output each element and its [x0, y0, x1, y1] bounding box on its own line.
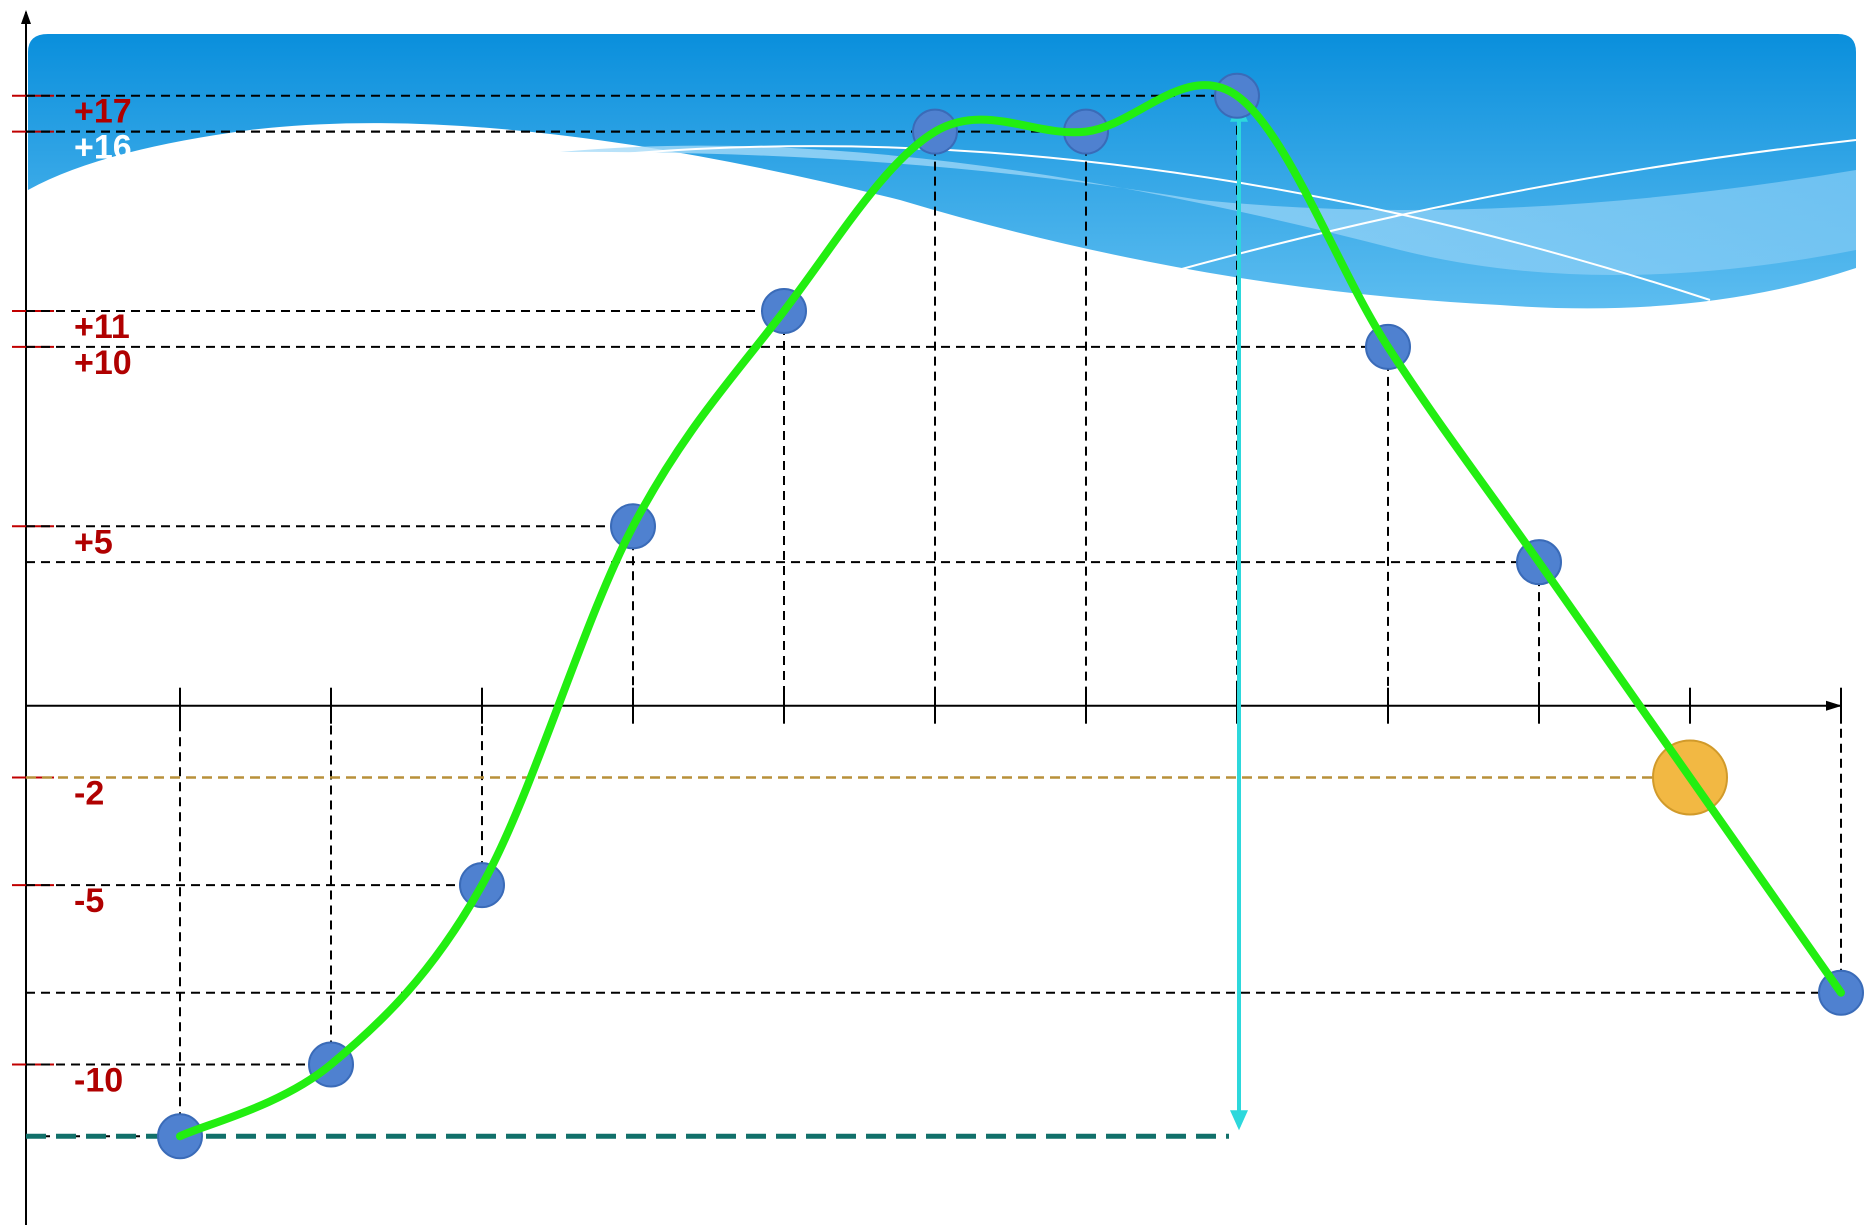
y-tick-label: +17 [74, 93, 132, 131]
banner [28, 34, 1857, 309]
y-tick-label: -10 [74, 1061, 123, 1099]
line [176, 81, 1845, 1141]
y-tick-label: +11 [74, 308, 130, 346]
arrow-head [1230, 1110, 1248, 1131]
x-axis-arrow [1826, 700, 1842, 711]
y-axis-arrow [21, 10, 31, 24]
y-tick-label: +16 [74, 129, 132, 167]
y-tick-label: +5 [74, 523, 113, 561]
y-tick-label: +10 [74, 344, 132, 382]
y-tick-label: -5 [74, 882, 104, 920]
y-tick-label: -2 [74, 774, 104, 812]
